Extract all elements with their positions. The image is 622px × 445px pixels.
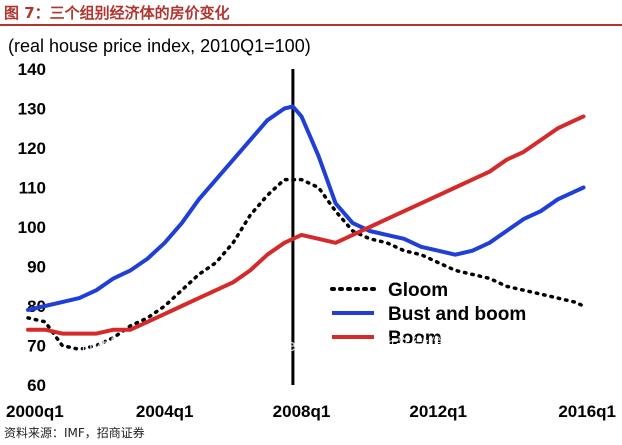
y-tick-label: 100	[18, 218, 46, 237]
y-tick-label: 140	[18, 60, 46, 79]
series-line-bust-and-boom	[26, 104, 586, 312]
legend-boom-label: Boom	[388, 328, 442, 349]
figure-source: 资料来源：IMF，招商证券	[4, 426, 145, 440]
x-tick-label: 2008q1	[273, 402, 331, 421]
chart-subtitle: (real house price index, 2010Q1=100)	[8, 36, 311, 56]
legend-gloom-label: Gloom	[388, 280, 448, 301]
series-lines	[26, 104, 586, 352]
watermark: 加西网 westca.com | 微信 westca.com | 地产微信 we…	[76, 336, 550, 355]
x-tick-label: 2004q1	[136, 402, 194, 421]
y-tick-label: 60	[27, 376, 46, 395]
x-tick-label: 2000q1	[6, 402, 64, 421]
x-axis-ticks: 2000q1 2004q1 2008q1 2012q1 2016q1	[6, 402, 616, 421]
figure-title: 图 7：三个组别经济体的房价变化	[4, 4, 230, 22]
y-tick-label: 110	[19, 179, 46, 198]
y-tick-label: 90	[27, 258, 46, 277]
legend-bust-and-boom-label: Bust and boom	[388, 304, 526, 325]
chart-legend: Gloom Bust and boom Boom	[330, 280, 526, 349]
x-tick-label: 2016q1	[558, 402, 616, 421]
y-tick-label: 130	[18, 100, 46, 119]
series-line-boom	[26, 114, 586, 336]
title-rule	[0, 24, 622, 26]
x-tick-label: 2012q1	[409, 402, 467, 421]
y-tick-label: 120	[18, 139, 46, 158]
y-tick-label: 70	[27, 337, 46, 356]
